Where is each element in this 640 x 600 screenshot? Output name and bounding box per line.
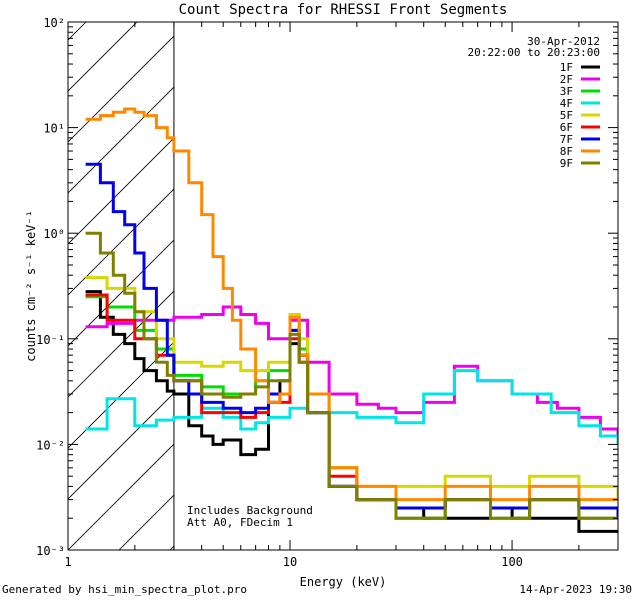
annotation-attenuator: Att A0, FDecim 1 xyxy=(187,516,293,529)
hatch-line xyxy=(68,239,174,347)
series-line-1f xyxy=(85,290,618,533)
series-line-2f xyxy=(85,305,618,440)
y-tick-label: 10⁰ xyxy=(43,227,65,241)
date-label: 30-Apr-2012 xyxy=(527,35,600,48)
x-tick-label: 10 xyxy=(283,555,297,569)
series-line-6f xyxy=(85,293,618,519)
y-tick-label: 10⁻² xyxy=(36,438,65,452)
y-tick-label: 10¹ xyxy=(43,122,65,136)
x-tick-label: 1 xyxy=(64,555,71,569)
legend-label-4f: 4F xyxy=(560,97,573,110)
legend-label-3f: 3F xyxy=(560,85,573,98)
timestamp-footer: 14-Apr-2023 19:30 xyxy=(519,583,632,596)
hatch-line xyxy=(68,290,174,398)
hatch-line xyxy=(323,22,640,550)
y-tick-label: 10⁻³ xyxy=(36,544,65,558)
hatch-line xyxy=(374,22,640,550)
hatch-line xyxy=(578,22,640,550)
hatch-line xyxy=(68,22,87,41)
y-axis-label: counts cm⁻² s⁻¹ keV⁻¹ xyxy=(24,210,38,362)
legend-label-5f: 5F xyxy=(560,109,573,122)
hatch-line xyxy=(68,35,174,143)
hatch-lines xyxy=(68,22,640,550)
hatch-line xyxy=(527,22,640,550)
hatch-line xyxy=(476,22,640,550)
legend-label-7f: 7F xyxy=(560,133,573,146)
legend-label-1f: 1F xyxy=(560,61,573,74)
annotation-background: Includes Background xyxy=(187,504,313,517)
hatch-line xyxy=(68,341,174,449)
hatch-line xyxy=(68,188,174,296)
legend-label-6f: 6F xyxy=(560,121,573,134)
chart-title: Count Spectra for RHESSI Front Segments xyxy=(179,2,508,18)
x-tick-label: 100 xyxy=(501,555,523,569)
x-axis-ticks xyxy=(67,22,619,550)
series-line-8f xyxy=(85,107,618,502)
y-tick-label: 10² xyxy=(43,16,65,30)
hatch-line xyxy=(221,22,640,550)
legend-label-2f: 2F xyxy=(560,73,573,86)
plot-frame xyxy=(67,21,619,551)
hatch-line xyxy=(68,392,174,500)
series-line-5f xyxy=(85,276,618,500)
hatch-area xyxy=(68,22,174,550)
series-line-9f xyxy=(85,231,618,520)
hatch-line xyxy=(68,86,174,194)
x-axis-label: Energy (keV) xyxy=(300,575,387,589)
generator-footer: Generated by hsi_min_spectra_plot.pro xyxy=(2,583,248,596)
hatch-line xyxy=(629,22,640,550)
hatch-line xyxy=(425,22,640,550)
legend-label-9f: 9F xyxy=(560,157,573,170)
hatch-line xyxy=(68,443,174,550)
y-axis-ticks xyxy=(68,26,618,551)
legend-label-8f: 8F xyxy=(560,145,573,158)
y-tick-label: 10⁻¹ xyxy=(36,333,65,347)
background-hatched-region xyxy=(68,22,640,550)
hatch-line xyxy=(272,22,640,550)
time-range-label: 20:22:00 to 20:23:00 xyxy=(468,46,600,59)
series-line-7f xyxy=(85,162,618,519)
